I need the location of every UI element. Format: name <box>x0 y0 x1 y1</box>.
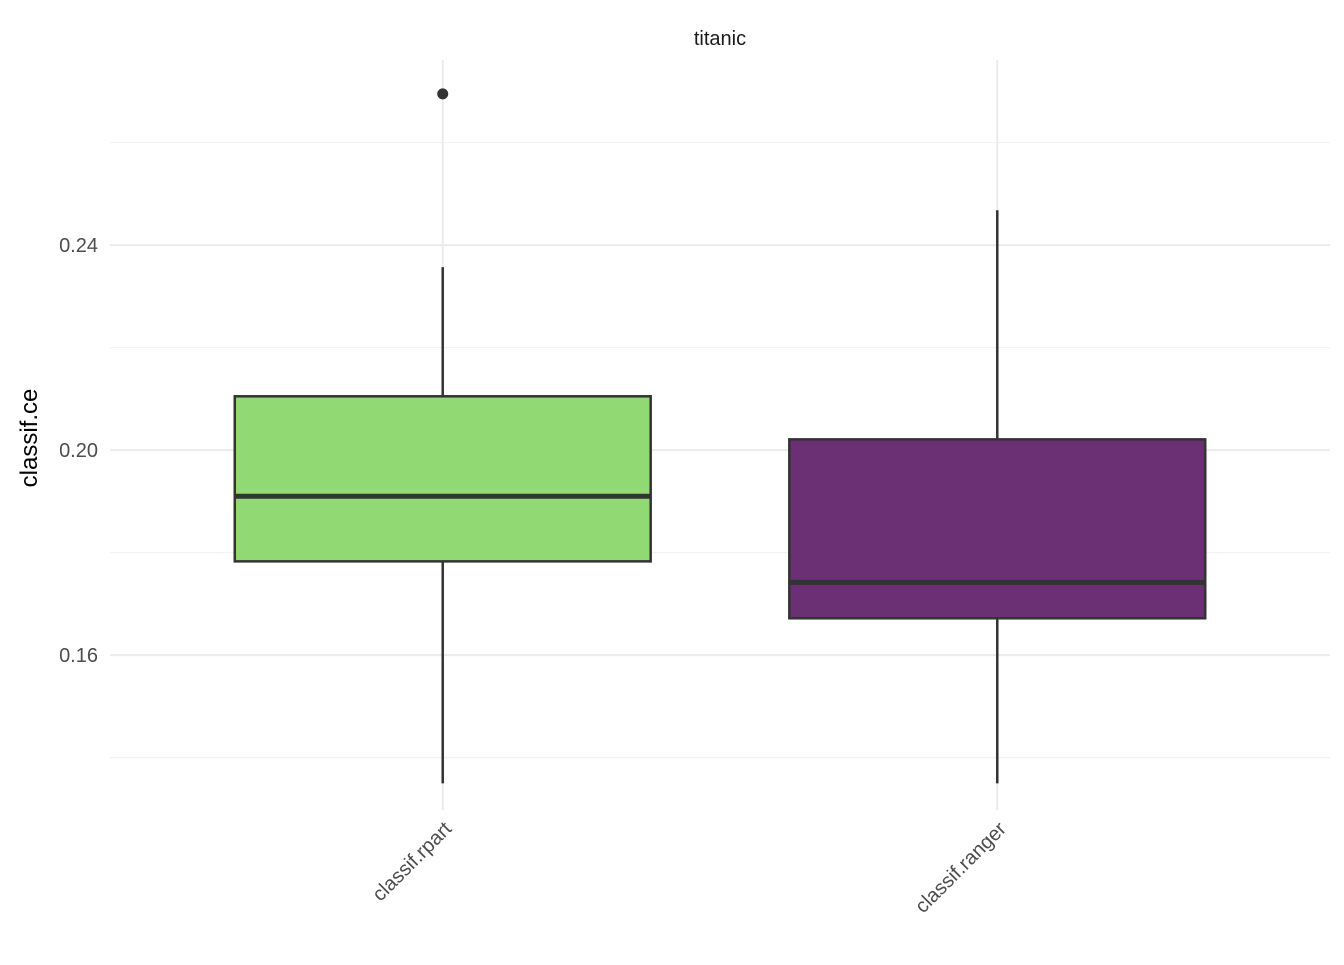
box-classif.ranger <box>788 210 1207 784</box>
x-tick-label: classif.rpart <box>368 818 456 906</box>
box-classif.rpart <box>233 88 652 784</box>
box-body <box>788 438 1207 620</box>
y-tick-label: 0.16 <box>59 645 98 667</box>
box-body <box>233 395 652 563</box>
facet-title: titanic <box>694 28 746 50</box>
y-axis-label: classif.ce <box>16 389 43 488</box>
y-tick-label: 0.20 <box>59 440 98 462</box>
x-tick-label: classif.ranger <box>911 818 1011 918</box>
y-tick-label: 0.24 <box>59 235 98 257</box>
outlier-point <box>437 88 449 100</box>
marks <box>233 88 1207 784</box>
